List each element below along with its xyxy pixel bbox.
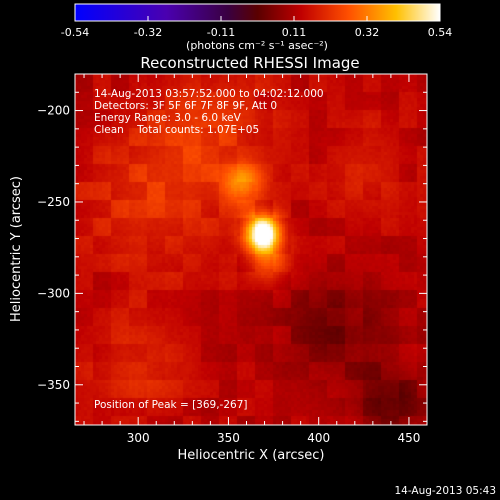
colorbar-tick-label: -0.54 [61, 26, 89, 39]
colorbar-unit-label: (photons cm⁻² s⁻¹ asec⁻²) [186, 39, 328, 52]
colorbar-tick-label: -0.32 [134, 26, 162, 39]
x-tick-label: 400 [307, 431, 330, 445]
x-axis-label: Heliocentric X (arcsec) [178, 448, 325, 463]
annotation-peak-position: Position of Peak = [369,-267] [94, 399, 248, 411]
axis-ticks: 300 350 400 450 −200 −250 −300 −350 [37, 73, 428, 445]
y-axis-label: Heliocentric Y (arcsec) [9, 176, 24, 322]
y-tick-label: −350 [37, 378, 70, 392]
colorbar-ticks: -0.54 -0.32 -0.11 0.11 0.32 0.54 [61, 16, 452, 39]
annotation-time-range: 14-Aug-2013 03:57:52.000 to 04:02:12.000 [94, 88, 324, 100]
colorbar-tick-label: 0.32 [355, 26, 380, 39]
colorbar-tick-label: -0.11 [207, 26, 235, 39]
x-tick-label: 450 [397, 431, 420, 445]
colorbar-tick-label: 0.11 [282, 26, 307, 39]
plot-frame [74, 73, 428, 426]
colorbar [74, 3, 441, 22]
y-tick-label: −250 [37, 195, 70, 209]
y-tick-label: −300 [37, 286, 70, 300]
timestamp: 14-Aug-2013 05:43 [394, 485, 496, 497]
x-tick-label: 350 [217, 431, 240, 445]
colorbar-tick-label: 0.54 [428, 26, 453, 39]
annotation-detectors: Detectors: 3F 5F 6F 7F 8F 9F, Att 0 [94, 100, 277, 112]
chart-title: Reconstructed RHESSI Image [140, 54, 359, 72]
heatmap-area [75, 74, 427, 425]
annotation-clean: Clean Total counts: 1.07E+05 [94, 124, 259, 136]
y-tick-label: −200 [37, 104, 70, 118]
x-tick-label: 300 [127, 431, 150, 445]
annotation-energy: Energy Range: 3.0 - 6.0 keV [94, 112, 242, 124]
